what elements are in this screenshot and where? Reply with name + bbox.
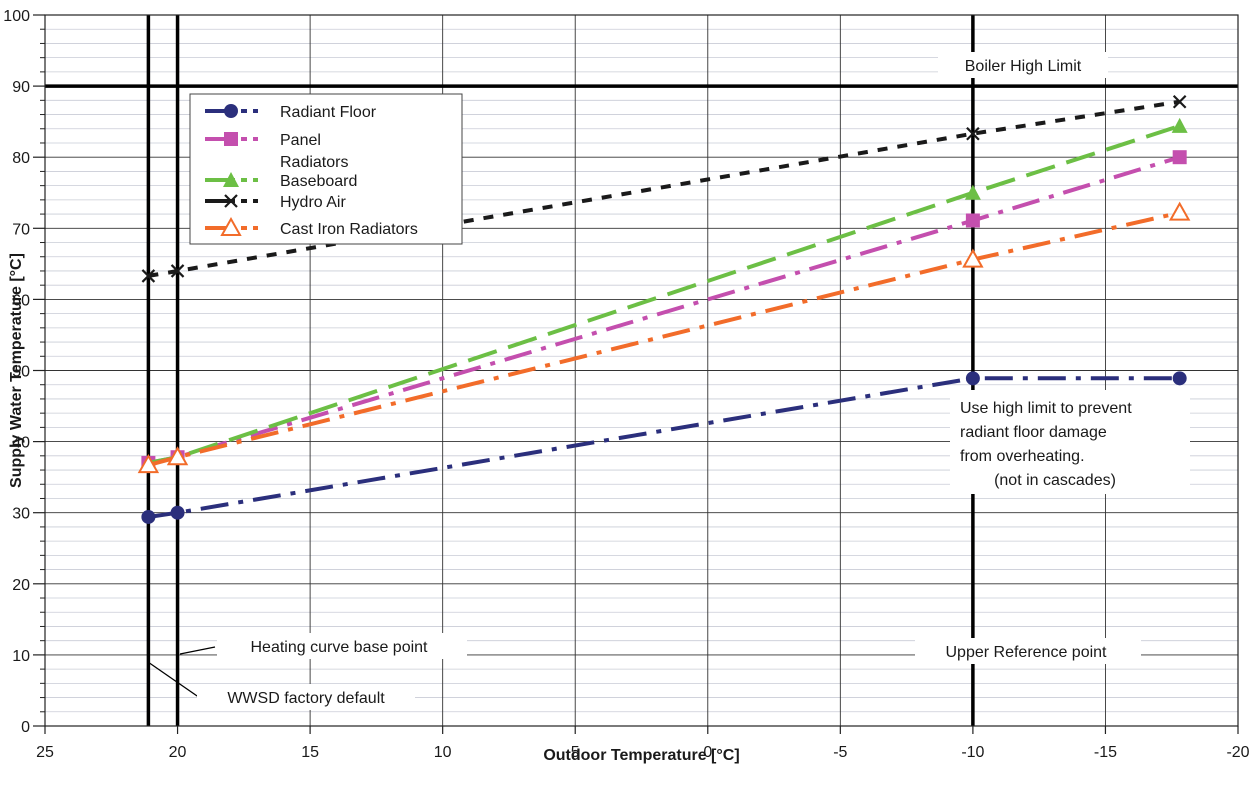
y-axis-title: Supply Water Temperature [°C] xyxy=(8,253,25,488)
marker-x xyxy=(224,194,238,208)
annotation-wwsd-factory-default: WWSD factory default xyxy=(227,690,385,707)
legend-item-panel-radiators: Panel Radiators xyxy=(205,132,348,171)
annotation-box xyxy=(915,638,1141,664)
series-radiant-floor xyxy=(141,371,1187,524)
y-tick-label: 60 xyxy=(12,292,30,309)
series-cast-iron-radiators xyxy=(137,201,1191,474)
series-line xyxy=(147,210,1181,468)
annotation-upper-reference-point: Upper Reference point xyxy=(946,644,1108,661)
annotation-high-limit-note-line: from overheating. xyxy=(960,448,1085,465)
legend-item-radiant-floor: Radiant Floor xyxy=(205,104,377,121)
annotation-boiler-high-limit: Boiler High Limit xyxy=(965,58,1082,75)
leader-line xyxy=(147,661,201,699)
annotation-box xyxy=(938,52,1108,78)
legend-label: Baseboard xyxy=(280,173,357,190)
legend-label: Hydro Air xyxy=(280,194,346,211)
x-axis-title: Outdoor Temperature [°C] xyxy=(543,747,739,764)
marker-open-triangle xyxy=(166,446,189,466)
y-tick-label: 70 xyxy=(12,221,30,238)
annotation-heating-curve-base-point: Heating curve base point xyxy=(251,639,429,656)
legend-item-baseboard: Baseboard xyxy=(205,172,357,190)
x-tick-label: 20 xyxy=(169,744,187,761)
x-tick-label: -20 xyxy=(1226,744,1249,761)
legend-label: Cast Iron Radiators xyxy=(280,221,418,238)
legend-label: Radiators xyxy=(280,154,348,171)
x-tick-label: -10 xyxy=(961,744,984,761)
annotations: Boiler High Limit Use high limit to preve… xyxy=(147,52,1190,710)
marker-circle xyxy=(170,505,185,520)
marker-open-triangle xyxy=(137,454,160,474)
annotation-high-limit-note-line: Use high limit to prevent xyxy=(960,400,1132,417)
y-tick-label: 80 xyxy=(12,150,30,167)
annotation-box xyxy=(950,390,1190,494)
y-tick-label: 50 xyxy=(12,364,30,381)
marker-triangle xyxy=(223,172,239,187)
series xyxy=(137,94,1191,524)
annotation-box xyxy=(217,633,467,659)
marker-triangle xyxy=(964,184,981,200)
marker-x xyxy=(1172,94,1187,109)
annotation-box xyxy=(197,684,415,710)
x-tick-label: 25 xyxy=(36,744,54,761)
x-tick-label: -15 xyxy=(1094,744,1117,761)
marker-triangle xyxy=(1171,117,1188,133)
legend-item-hydro-air: Hydro Air xyxy=(205,194,346,211)
y-tick-label: 30 xyxy=(12,506,30,523)
annotation-high-limit-note-line: radiant floor damage xyxy=(960,424,1107,441)
x-tick-label: 10 xyxy=(434,744,452,761)
legend-label: Panel xyxy=(280,132,321,149)
x-tick-label: 5 xyxy=(571,744,580,761)
leader-line xyxy=(179,646,216,655)
annotation-high-limit-note-line: (not in cascades) xyxy=(994,472,1116,489)
marker-x xyxy=(966,126,980,141)
marker-open-triangle xyxy=(1168,201,1191,221)
legend: Radiant Floor Panel Radiators Baseboard Hydr… xyxy=(189,93,463,245)
legend-box xyxy=(189,93,463,245)
y-tick-label: 0 xyxy=(21,719,30,736)
marker-square xyxy=(965,213,980,228)
y-tick-label: 90 xyxy=(12,79,30,96)
y-tick-label: 20 xyxy=(12,577,30,594)
series-line xyxy=(148,99,1181,278)
series-hydro-air xyxy=(141,94,1187,283)
x-tick-label: -5 xyxy=(833,744,847,761)
marker-open-triangle xyxy=(962,248,984,268)
y-tick-label: 40 xyxy=(12,435,30,452)
y-tick-label: 100 xyxy=(3,8,30,25)
x-tick-label: 15 xyxy=(301,744,319,761)
legend-label: Radiant Floor xyxy=(280,104,377,121)
marker-square xyxy=(1172,150,1187,165)
marker-x xyxy=(141,269,156,283)
y-tick-label: 10 xyxy=(12,648,30,665)
marker-square xyxy=(224,132,238,146)
marker-x xyxy=(170,264,185,278)
marker-open-triangle xyxy=(220,216,242,236)
legend-item-cast-iron-radiators: Cast Iron Radiators xyxy=(205,216,418,238)
marker-circle xyxy=(141,509,156,524)
marker-circle xyxy=(1172,371,1187,386)
marker-circle xyxy=(965,371,980,386)
x-tick-label: 0 xyxy=(703,744,712,761)
marker-circle xyxy=(224,104,238,118)
series-line xyxy=(148,376,1180,519)
